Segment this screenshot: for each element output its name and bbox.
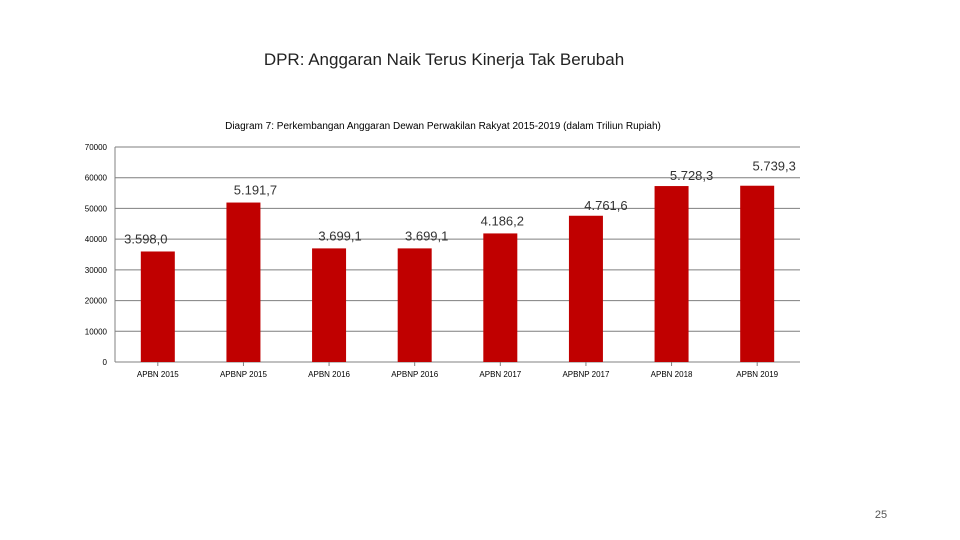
x-tick-label: APBNP 2016 (391, 370, 439, 379)
data-labels: 3.598,0 5.191,7 3.699,1 3.699,1 4.186,2 4.761… (124, 159, 796, 247)
data-label: 5.191,7 (234, 183, 277, 198)
x-tick-label: APBNP 2017 (562, 370, 610, 379)
x-tick-label: APBN 2016 (308, 370, 350, 379)
data-label: 4.761,6 (584, 198, 627, 213)
bar (397, 248, 432, 362)
x-tick-label: APBN 2019 (736, 370, 778, 379)
data-label: 3.699,1 (318, 228, 361, 243)
y-tick-label: 30000 (85, 266, 108, 275)
x-tick-label: APBN 2015 (137, 370, 179, 379)
bar (568, 215, 603, 362)
bar (312, 248, 347, 362)
data-label: 3.598,0 (124, 231, 167, 246)
y-tick-label: 60000 (85, 174, 108, 183)
y-tick-label: 40000 (85, 235, 108, 244)
x-tick-label: APBN 2017 (479, 370, 521, 379)
y-tick-label: 50000 (85, 204, 108, 213)
slide-title: DPR: Anggaran Naik Terus Kinerja Tak Ber… (263, 50, 625, 69)
bar (654, 186, 689, 362)
data-label: 5.728,3 (670, 168, 713, 183)
bar (226, 202, 261, 362)
y-tick-label: 20000 (85, 297, 108, 306)
bar (140, 251, 175, 362)
y-tick-label: 70000 (85, 143, 108, 152)
bar (740, 185, 775, 362)
data-label: 3.699,1 (405, 228, 448, 243)
x-tick-label: APBN 2018 (651, 370, 693, 379)
bar (483, 233, 518, 362)
y-tick-label: 10000 (85, 327, 108, 336)
y-tick-label: 0 (103, 358, 108, 367)
x-tick-label: APBNP 2015 (220, 370, 268, 379)
chart-title: Diagram 7: Perkembangan Anggaran Dewan P… (225, 121, 661, 132)
data-label: 5.739,3 (753, 159, 796, 174)
data-label: 4.186,2 (481, 213, 524, 228)
bars (140, 185, 775, 362)
page-number: 25 (874, 509, 888, 521)
